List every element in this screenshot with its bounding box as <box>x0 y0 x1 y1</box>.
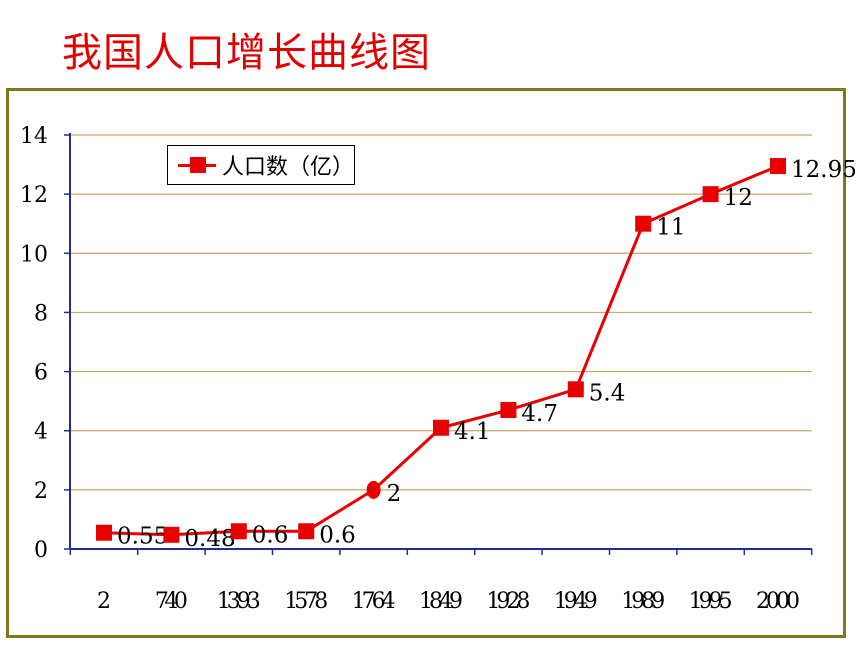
data-point-marker <box>500 402 517 419</box>
y-tick-label: 4 <box>34 420 48 445</box>
x-tick-label: 2 <box>97 589 111 614</box>
data-point-marker <box>567 381 584 398</box>
data-point-marker <box>635 215 652 232</box>
x-tick-label: 740 <box>155 589 188 614</box>
data-label: 0.6 <box>319 522 356 548</box>
x-tick-label: 1989 <box>621 589 665 614</box>
data-label: 11 <box>656 215 685 241</box>
data-label: 0.6 <box>252 522 289 548</box>
page-title: 我国人口增长曲线图 <box>62 30 431 76</box>
data-label: 12 <box>724 185 753 211</box>
data-label: 4.1 <box>454 419 491 445</box>
legend-marker-icon <box>190 157 206 173</box>
y-tick-label: 12 <box>20 183 48 208</box>
data-point-marker <box>96 524 112 541</box>
data-point-marker <box>298 523 315 540</box>
x-tick-label: 1578 <box>284 589 328 614</box>
legend-label: 人口数（亿） <box>221 155 354 180</box>
x-tick-label: 2000 <box>756 589 800 614</box>
chart-frame <box>6 88 846 638</box>
data-label: 0.55 <box>117 524 168 550</box>
y-tick-label: 14 <box>20 124 48 149</box>
x-tick-label: 1949 <box>554 589 598 614</box>
data-point-marker <box>366 480 381 499</box>
chart-legend: 人口数（亿） <box>167 145 355 185</box>
data-label: 5.4 <box>589 380 626 406</box>
data-point-marker <box>163 526 180 543</box>
y-tick-label: 0 <box>34 538 48 563</box>
y-tick-label: 8 <box>34 301 48 326</box>
y-tick-label: 2 <box>34 479 48 504</box>
data-point-marker <box>770 158 786 175</box>
x-tick-label: 1928 <box>486 589 530 614</box>
data-label: 4.7 <box>521 401 558 427</box>
data-point-marker <box>230 523 247 540</box>
data-label: 0.48 <box>184 526 235 552</box>
x-tick-label: 1849 <box>419 589 463 614</box>
data-point-marker <box>433 419 449 436</box>
x-tick-label: 1764 <box>352 589 396 614</box>
data-label: 12.95 <box>791 157 857 183</box>
x-tick-label: 1393 <box>217 589 261 614</box>
x-tick-label: 1995 <box>689 589 733 614</box>
y-tick-label: 10 <box>20 242 48 267</box>
data-label: 2 <box>387 481 402 507</box>
legend-swatch <box>178 155 216 175</box>
y-tick-label: 6 <box>34 361 48 386</box>
data-point-marker <box>702 186 719 203</box>
